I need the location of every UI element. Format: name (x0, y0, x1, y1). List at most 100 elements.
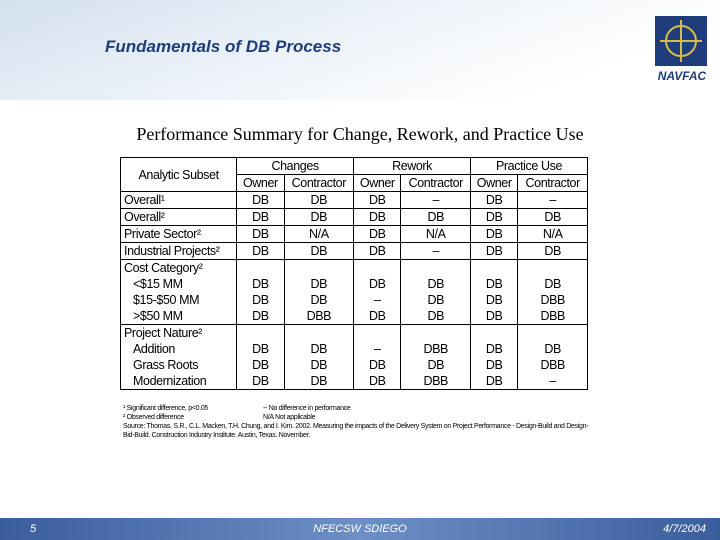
table-cell: – (353, 341, 402, 357)
table-cell-empty (470, 259, 519, 276)
table-cell: DB (353, 191, 402, 209)
logo: NAVFAC (655, 16, 707, 83)
table-cell: DB (236, 373, 285, 390)
table-cell-empty (353, 259, 402, 276)
table-cell: DBB (400, 373, 472, 390)
table-cell: DB (470, 225, 519, 243)
table-cell: DB (236, 191, 285, 209)
table-cell: DB (470, 276, 519, 292)
table-cell: N/A (283, 225, 355, 243)
table-cell: DBB (283, 308, 355, 325)
table-cell: DB (353, 308, 402, 325)
table-cell-empty (283, 259, 355, 276)
slide-title: Fundamentals of DB Process (105, 37, 342, 56)
group-header: Practice Use (470, 157, 588, 175)
table-cell: DBB (517, 292, 588, 308)
table-cell: – (400, 242, 472, 260)
footer: 5 NFECSW SDIEGO 4/7/2004 (0, 518, 720, 540)
table-cell: DB (470, 242, 519, 260)
table-row: Project Nature² (119, 324, 588, 341)
row-label: Project Nature² (119, 324, 238, 341)
group-header: Rework (353, 157, 472, 175)
table-cell: DB (236, 341, 285, 357)
row-label: Addition (119, 341, 238, 357)
table-row: <$15 MM DB DB DB DB DB DB (119, 276, 588, 292)
table-cell: DB (400, 292, 472, 308)
table-cell: DBB (517, 357, 588, 373)
table-cell: DB (470, 373, 519, 390)
table-cell: DB (400, 357, 472, 373)
group-header: Changes (236, 157, 355, 175)
table-cell: DB (470, 308, 519, 325)
table-cell: DB (470, 208, 519, 226)
table-row: Modernization DB DB DB DBB DB – (119, 373, 588, 390)
table-cell: DB (470, 341, 519, 357)
summary-table: Analytic Subset Changes Rework Practice Use… (119, 157, 588, 390)
table-cell: DB (236, 276, 285, 292)
table-cell-empty (353, 324, 402, 341)
table-cell: DB (470, 191, 519, 209)
table-cell: DB (470, 357, 519, 373)
table-cell: DB (517, 208, 588, 226)
source: Source: Thomas, S.R., C.L. Macken, T.H. … (123, 423, 589, 439)
row-label: Overall² (119, 208, 238, 226)
row-label: $15-$50 MM (119, 292, 238, 308)
table-cell-empty (236, 259, 285, 276)
footnote: N/A Not applicable (263, 414, 316, 421)
table-cell: DB (517, 341, 588, 357)
table-cell: DBB (400, 341, 472, 357)
table-cell: DB (517, 242, 588, 260)
table-cell-empty (283, 324, 355, 341)
row-label: >$50 MM (119, 308, 238, 325)
table-cell: DB (353, 373, 402, 390)
table-row: >$50 MM DB DBB DB DB DB DBB (119, 308, 588, 325)
table-cell: DB (283, 341, 355, 357)
row-label: Private Sector² (119, 225, 238, 243)
table-cell: – (517, 373, 588, 390)
table-cell: – (353, 292, 402, 308)
row-label: <$15 MM (119, 276, 238, 292)
row-label: Grass Roots (119, 357, 238, 373)
footnote: -- No difference in performance (263, 405, 351, 412)
table-cell: – (400, 191, 472, 209)
table-cell: N/A (517, 225, 588, 243)
logo-text: NAVFAC (658, 69, 707, 83)
table-row: Grass Roots DB DB DB DB DB DBB (119, 357, 588, 373)
page-number: 5 (30, 523, 37, 535)
footer-center: NFECSW SDIEGO (313, 523, 407, 535)
table-cell: DB (236, 357, 285, 373)
table-cell: DB (283, 276, 355, 292)
table-cell: DB (353, 225, 402, 243)
sub-header: Contractor (283, 174, 355, 192)
table-cell: DB (517, 276, 588, 292)
footnotes: ¹ Significant difference, p<0.05 -- No di… (123, 404, 593, 440)
table-cell-empty (400, 259, 472, 276)
table-row: $15-$50 MM DB DB – DB DB DBB (119, 292, 588, 308)
header-band (0, 0, 720, 100)
table-cell: N/A (400, 225, 472, 243)
table-cell: DB (400, 276, 472, 292)
sub-header: Contractor (517, 174, 588, 192)
table-cell: DB (283, 357, 355, 373)
table-row: Cost Category² (119, 259, 588, 276)
table-row: Private Sector² DB N/A DB N/A DB N/A (119, 225, 588, 243)
table-cell: DB (400, 308, 472, 325)
table-cell: DB (236, 208, 285, 226)
table-cell: DB (470, 292, 519, 308)
table-cell-empty (517, 259, 588, 276)
table-cell: DB (353, 242, 402, 260)
table-row: Addition DB DB – DBB DB DB (119, 341, 588, 357)
table-cell: DBB (517, 308, 588, 325)
table-cell: DB (353, 276, 402, 292)
sub-header: Owner (470, 174, 519, 192)
table-cell-empty (470, 324, 519, 341)
table-row: Overall² DB DB DB DB DB DB (119, 208, 588, 226)
table-cell-empty (236, 324, 285, 341)
footnote: ² Observed difference (123, 414, 184, 421)
sub-header: Owner (236, 174, 285, 192)
table-row: Overall¹ DB DB DB – DB – (119, 191, 588, 209)
table-cell: DB (283, 373, 355, 390)
row-header: Analytic Subset (119, 157, 238, 192)
footnote: ¹ Significant difference, p<0.05 (123, 405, 209, 412)
